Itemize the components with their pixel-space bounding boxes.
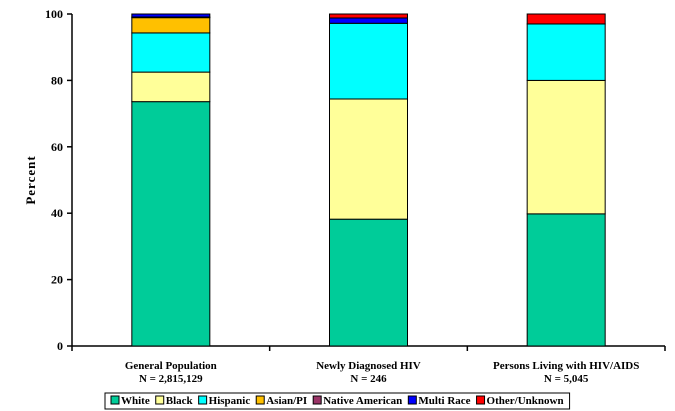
- bar-segment: [131, 101, 211, 347]
- bar-segment: [526, 213, 606, 347]
- bar-segment: [131, 71, 211, 103]
- y-axis-title: Percent: [23, 155, 38, 204]
- x-category-n-label: N = 2,815,129: [139, 373, 203, 385]
- legend-box: [104, 392, 571, 410]
- y-tick-label: 0: [57, 339, 63, 353]
- legend-swatch: [407, 395, 417, 405]
- y-axis-title-group: Percent: [23, 155, 38, 204]
- bar-segment: [526, 13, 606, 25]
- legend-swatch: [255, 395, 265, 405]
- y-tick-label: 20: [51, 273, 63, 287]
- legend-swatch: [476, 395, 486, 405]
- legend-swatch: [155, 395, 165, 405]
- y-tick-label: 100: [45, 7, 63, 21]
- x-category-n-label: N = 246: [350, 373, 387, 385]
- bar-segment: [526, 79, 606, 215]
- legend: White Black Hispanic Asian/PI Native America…: [104, 392, 571, 410]
- bar-segment: [526, 23, 606, 81]
- legend-label: Other/Unknown: [487, 395, 564, 407]
- legend-label: Multi Race: [418, 395, 470, 407]
- bars: [131, 13, 606, 347]
- legend-swatch: [312, 395, 322, 405]
- bar-segment: [329, 13, 408, 19]
- bar-segment: [131, 32, 211, 73]
- legend-swatch: [110, 395, 120, 405]
- legend-label: Hispanic: [209, 395, 251, 407]
- y-tick-label: 40: [51, 206, 63, 220]
- legend-label: Asian/PI: [266, 395, 307, 407]
- bar-segment: [131, 13, 211, 18]
- y-tick-label: 80: [51, 73, 63, 87]
- bar-segment: [131, 17, 211, 34]
- legend-label: Black: [166, 395, 194, 407]
- bar-segment: [329, 22, 408, 100]
- bar-segment: [329, 17, 408, 24]
- bar-segment: [329, 218, 408, 347]
- bar-segment: [329, 98, 408, 220]
- x-category-label: Newly Diagnosed HIV: [316, 360, 421, 372]
- legend-label: White: [121, 395, 150, 407]
- legend-label: Native American: [323, 395, 402, 407]
- legend-swatch: [198, 395, 208, 405]
- x-category-label: Persons Living with HIV/AIDS: [493, 360, 639, 372]
- y-tick-label: 60: [51, 140, 63, 154]
- x-category-label: General Population: [125, 360, 217, 372]
- x-category-n-label: N = 5,045: [544, 373, 589, 385]
